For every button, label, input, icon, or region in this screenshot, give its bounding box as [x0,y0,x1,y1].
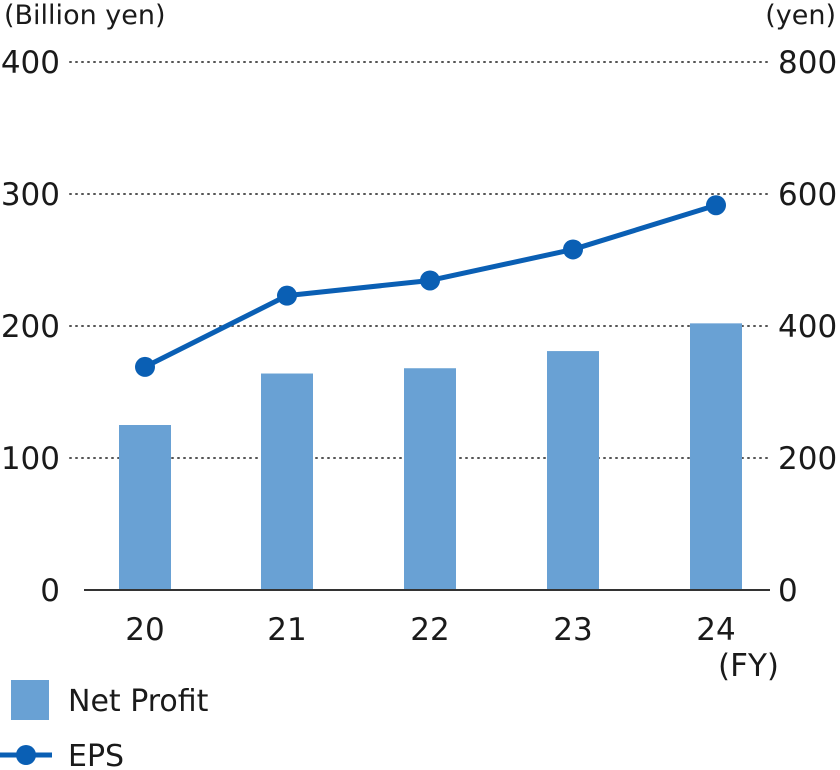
x-tick-label: 24 [696,612,735,648]
left-tick-label: 0 [40,573,60,609]
x-tick-label: 20 [125,612,164,648]
eps-point-20 [135,356,155,377]
bar-net-profit-22 [404,368,456,590]
left-tick-label: 300 [1,177,60,213]
eps-line-layer [135,195,726,377]
legend-net-profit-label: Net Profit [68,684,209,719]
x-axis-unit-label: (FY) [718,648,779,684]
right-axis-unit-label: (yen) [765,0,836,31]
right-tick-labels: 0 200 400 600 800 [778,45,837,609]
bars [119,323,742,590]
right-tick-label: 200 [778,441,837,477]
bar-net-profit-24 [690,323,742,590]
eps-point-22 [420,270,440,291]
eps-point-23 [563,239,583,260]
legend-eps-label: EPS [68,739,124,770]
left-tick-labels: 0 100 200 300 400 [1,45,60,609]
eps-point-24 [706,195,726,216]
right-tick-label: 0 [778,573,798,609]
bar-net-profit-21 [261,373,313,590]
left-tick-label: 100 [1,441,60,477]
right-tick-label: 600 [778,177,837,213]
right-tick-label: 400 [778,309,837,345]
x-tick-label: 23 [553,612,592,648]
legend-eps-marker [16,745,36,765]
x-tick-label: 22 [410,612,449,648]
bar-net-profit-20 [119,425,171,590]
left-tick-label: 400 [1,45,60,81]
left-tick-label: 200 [1,309,60,345]
x-tick-label: 21 [267,612,306,648]
left-axis-unit-label: (Billion yen) [4,0,166,31]
right-tick-label: 800 [778,45,837,81]
legend-net-profit-swatch [11,680,49,720]
x-tick-labels: 20 21 22 23 24 [125,612,735,648]
legend: Net Profit EPS [0,680,209,770]
eps-point-21 [277,285,297,306]
bar-net-profit-23 [547,351,599,590]
